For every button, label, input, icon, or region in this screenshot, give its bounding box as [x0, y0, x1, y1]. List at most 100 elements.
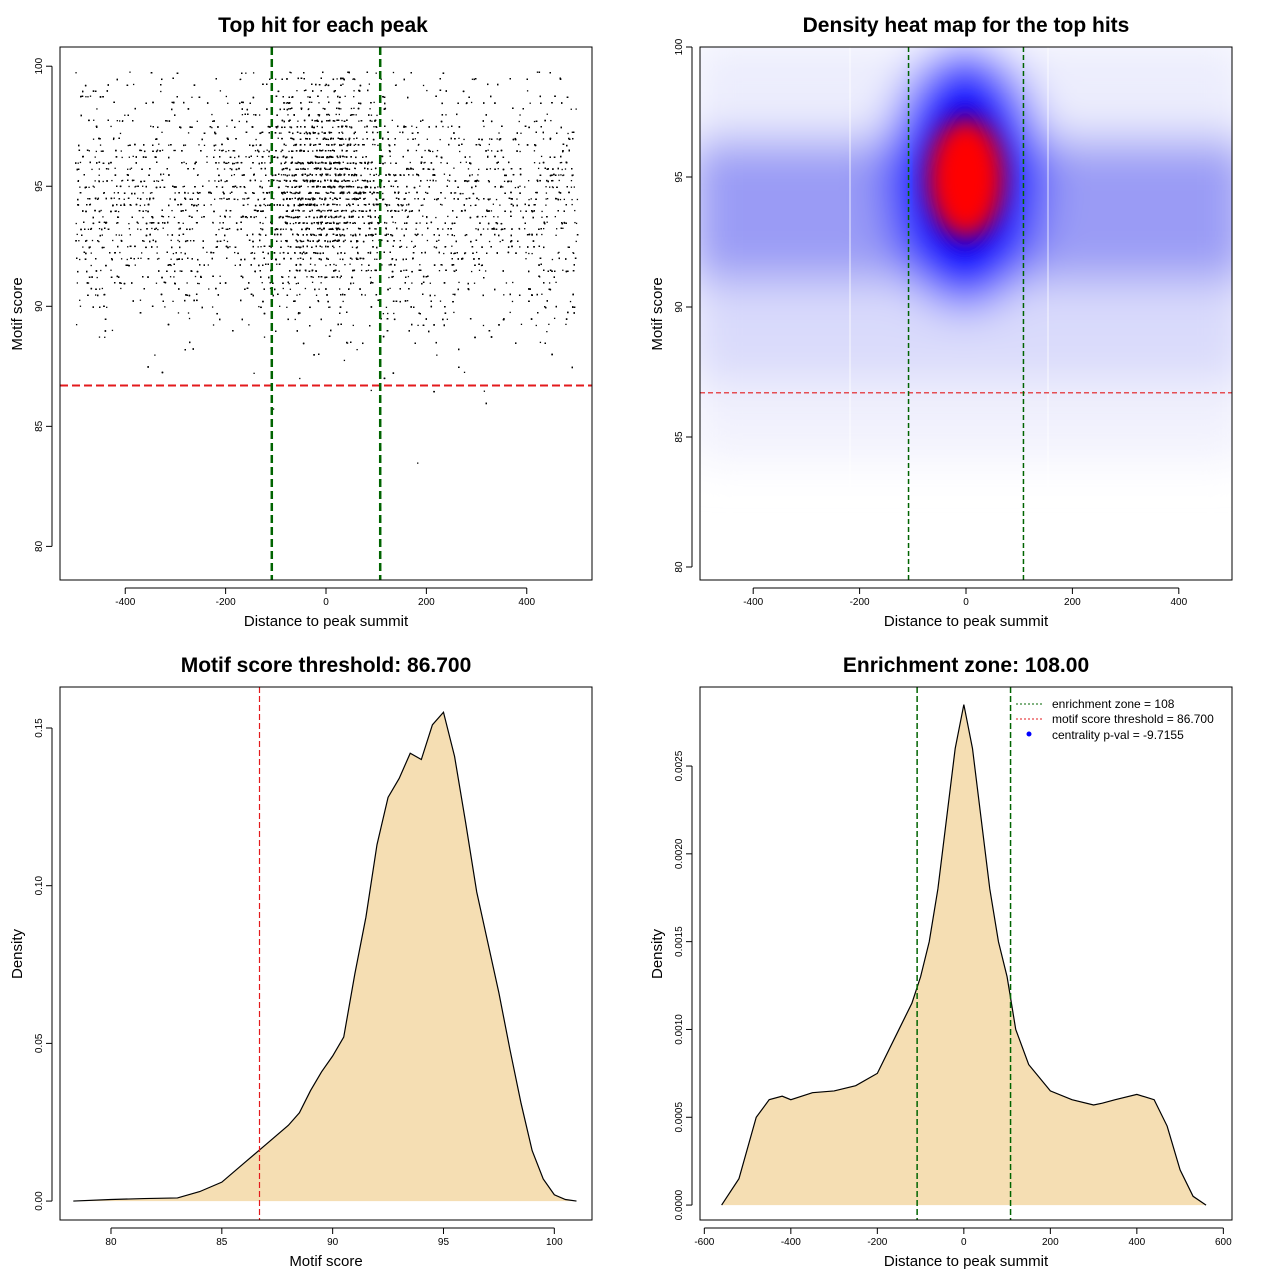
- scatter-point: [306, 227, 309, 229]
- scatter-point: [353, 138, 355, 140]
- scatter-point: [292, 180, 295, 182]
- scatter-point: [343, 210, 345, 212]
- scatter-point: [285, 185, 287, 188]
- scatter-point: [161, 131, 163, 133]
- scatter-point: [484, 270, 487, 272]
- scatter-point: [356, 348, 358, 351]
- scatter-point: [350, 107, 353, 110]
- scatter-point: [170, 258, 172, 260]
- scatter-point: [478, 168, 480, 171]
- scatter-point: [540, 155, 543, 158]
- scatter-point: [221, 186, 224, 189]
- scatter-point: [155, 282, 158, 284]
- scatter-point: [344, 239, 346, 241]
- scatter-point: [98, 174, 100, 176]
- scatter-point: [399, 239, 401, 242]
- scatter-point: [462, 192, 464, 195]
- scatter-point: [316, 210, 318, 212]
- scatter-point: [345, 198, 347, 200]
- scatter-point: [376, 114, 378, 117]
- scatter-point: [87, 228, 90, 230]
- scatter-point: [312, 233, 314, 235]
- scatter-point: [543, 227, 545, 230]
- scatter-point: [90, 227, 93, 230]
- scatter-point: [322, 107, 324, 110]
- scatter-point: [357, 252, 359, 255]
- scatter-point: [520, 323, 523, 325]
- scatter-point: [258, 114, 261, 116]
- scatter-point: [122, 120, 124, 122]
- scatter-point: [127, 144, 129, 147]
- scatter-point: [487, 149, 489, 151]
- scatter-point: [533, 120, 536, 123]
- scatter-point: [139, 204, 141, 207]
- scatter-point: [301, 162, 304, 164]
- scatter-point: [440, 162, 442, 164]
- scatter-point: [113, 192, 116, 194]
- scatter-point: [551, 186, 554, 188]
- scatter-point: [288, 174, 290, 176]
- scatter-point: [364, 294, 366, 296]
- scatter-point: [319, 216, 321, 219]
- scatter-point: [102, 180, 104, 183]
- scatter-point: [352, 180, 354, 183]
- scatter-point: [353, 114, 355, 116]
- scatter-point: [307, 168, 309, 170]
- scatter-point: [388, 150, 391, 152]
- scatter-point: [335, 174, 337, 177]
- scatter-point: [519, 185, 521, 187]
- scatter-point: [214, 149, 216, 151]
- scatter-point: [340, 174, 343, 176]
- scatter-point: [328, 156, 330, 159]
- scatter-point: [227, 161, 230, 164]
- scatter-point: [423, 162, 425, 164]
- scatter-point: [229, 192, 231, 194]
- scatter-point: [408, 168, 410, 170]
- scatter-point: [354, 78, 356, 81]
- scatter-point: [502, 186, 504, 188]
- scatter-point: [258, 305, 260, 308]
- scatter-point: [302, 240, 305, 242]
- scatter-point: [340, 108, 342, 110]
- scatter-point: [303, 89, 306, 92]
- scatter-point: [241, 114, 244, 116]
- scatter-point: [408, 191, 410, 194]
- scatter-point: [483, 125, 485, 128]
- scatter-point: [352, 78, 354, 80]
- scatter-point: [570, 186, 573, 188]
- scatter-point: [296, 192, 298, 194]
- scatter-point: [351, 174, 353, 177]
- scatter-point: [391, 119, 393, 122]
- scatter-point: [156, 258, 159, 260]
- scatter-point: [187, 312, 190, 314]
- scatter-point: [82, 246, 84, 248]
- scatter-point: [295, 282, 298, 285]
- scatter-point: [250, 167, 252, 169]
- scatter-point: [146, 198, 148, 200]
- scatter-point: [142, 192, 144, 194]
- scatter-point: [404, 210, 406, 212]
- scatter-point: [183, 161, 185, 163]
- scatter-point: [335, 113, 337, 116]
- scatter-point: [557, 252, 559, 254]
- scatter-point: [394, 222, 397, 224]
- scatter-point: [301, 168, 303, 170]
- scatter-point: [559, 198, 562, 201]
- scatter-point: [170, 239, 172, 242]
- scatter-point: [99, 144, 102, 146]
- scatter-point: [435, 216, 437, 219]
- scatter-point: [325, 222, 328, 225]
- scatter-point: [311, 180, 314, 183]
- scatter-point: [333, 276, 335, 278]
- scatter-point: [287, 245, 289, 248]
- scatter-point: [376, 258, 378, 260]
- scatter-point: [372, 143, 374, 146]
- scatter-point: [292, 222, 295, 225]
- scatter-point: [539, 341, 542, 344]
- scatter-point: [424, 161, 426, 164]
- scatter-point: [262, 222, 264, 225]
- scatter-point: [273, 198, 275, 200]
- scatter-point: [444, 197, 446, 199]
- scatter-point: [284, 174, 287, 176]
- scatter-point: [531, 252, 533, 255]
